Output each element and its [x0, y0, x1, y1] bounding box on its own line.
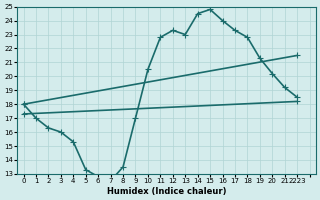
X-axis label: Humidex (Indice chaleur): Humidex (Indice chaleur)	[107, 187, 226, 196]
